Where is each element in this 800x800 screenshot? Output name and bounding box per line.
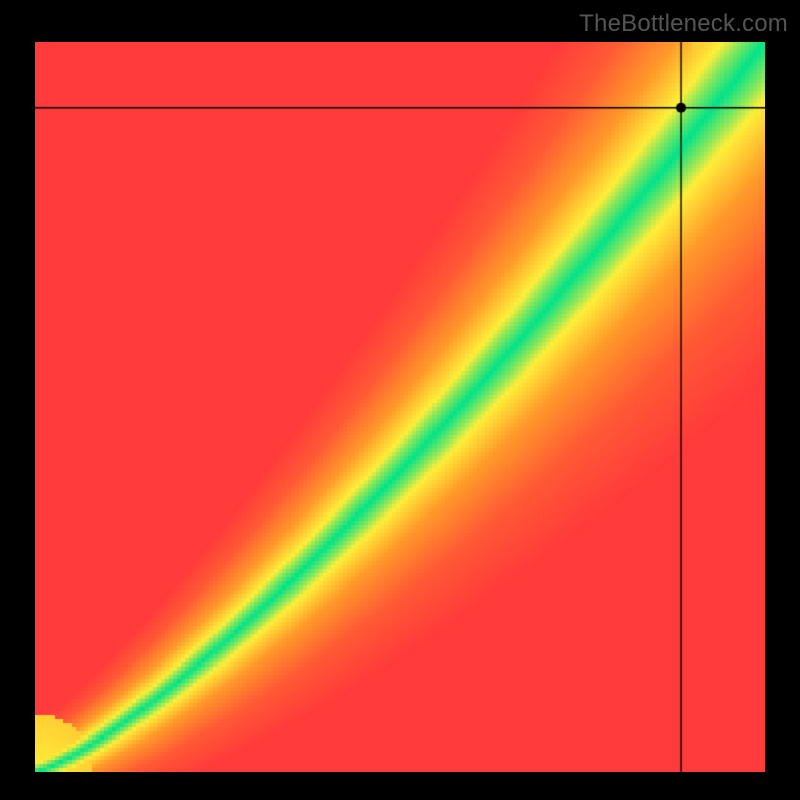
heatmap-plot — [35, 42, 765, 772]
watermark-text: TheBottleneck.com — [579, 10, 788, 38]
